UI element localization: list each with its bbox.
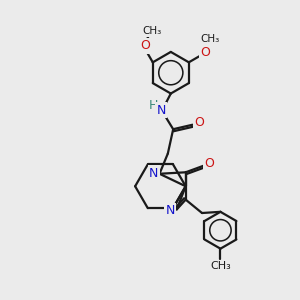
Text: O: O bbox=[140, 39, 150, 52]
Text: N: N bbox=[149, 167, 158, 180]
Text: O: O bbox=[205, 157, 214, 170]
Text: CH₃: CH₃ bbox=[142, 26, 161, 36]
Text: O: O bbox=[200, 46, 210, 59]
Text: CH₃: CH₃ bbox=[200, 34, 219, 44]
Text: N: N bbox=[166, 204, 175, 218]
Text: N: N bbox=[157, 104, 166, 117]
Text: O: O bbox=[194, 116, 204, 129]
Text: H: H bbox=[149, 99, 158, 112]
Text: CH₃: CH₃ bbox=[210, 261, 231, 271]
